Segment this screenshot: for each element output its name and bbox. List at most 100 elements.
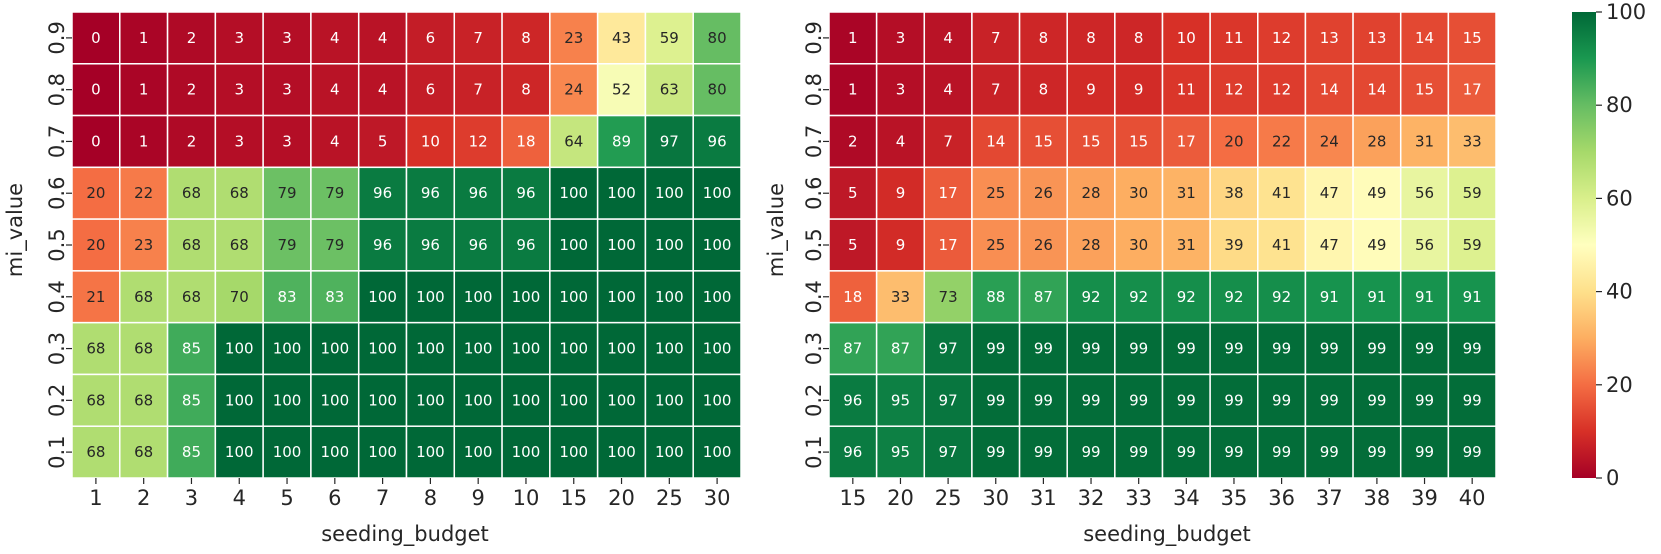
heatmap-cell [1066,425,1116,479]
heatmap-cell-label: 5 [378,132,388,150]
heatmap-cell [405,114,456,169]
heatmap-cell-label: 100 [273,391,302,409]
heatmap-cell [166,270,217,324]
heatmap-cell-label: 100 [703,340,732,358]
heatmap-cell-label: 99 [1129,443,1148,461]
heatmap-cell [119,63,169,117]
heatmap-cell [644,218,694,272]
heatmap-cell-label: 91 [1415,288,1434,306]
y-tick-label: 0.8 [802,73,826,106]
heatmap-cell [310,11,360,65]
heatmap-cell-label: 12 [1272,29,1291,47]
heatmap-cell [875,166,926,220]
heatmap-cell [262,270,312,324]
heatmap-cell-label: 99 [1034,443,1053,461]
heatmap-cell-label: 17 [1177,132,1196,150]
y-tick-label: 0.7 [45,125,69,158]
colorbar-gradient [1572,12,1596,478]
heatmap-cell [692,373,742,427]
heatmap-cell-label: 17 [1463,81,1482,99]
heatmap-cell-label: 33 [1463,132,1482,150]
y-tick-label: 0.6 [802,177,826,210]
heatmap-cell-label: 5 [848,184,858,202]
colorbar-tick-label: 100 [1606,0,1646,24]
heatmap-cell [1018,11,1068,65]
x-tick-label: 5 [280,486,293,510]
heatmap-cell-label: 14 [1415,29,1434,47]
heatmap-cell [310,166,360,220]
heatmap-cell-label: 88 [986,288,1005,306]
heatmap-cell-label: 41 [1272,236,1291,254]
heatmap-cell-label: 21 [86,288,105,306]
heatmap-cell-label: 83 [277,288,296,306]
heatmap-cell [549,425,599,479]
heatmap-cell-label: 1 [139,81,149,99]
heatmap-cell-label: 49 [1367,184,1386,202]
colorbar-tick-label: 40 [1606,280,1633,304]
heatmap-cell-label: 31 [1415,132,1434,150]
heatmap-cell [1066,218,1116,272]
heatmap-cell [549,166,599,220]
heatmap-cell-label: 28 [1367,132,1386,150]
heatmap-cell-label: 25 [986,184,1005,202]
heatmap-cell-label: 79 [277,236,296,254]
heatmap-left-y-axis-label: mi_value [3,183,28,277]
heatmap-cell-label: 59 [660,29,679,47]
heatmap-cell-label: 96 [421,236,440,254]
heatmap-cell [1352,11,1402,65]
heatmap-cell [828,425,878,479]
heatmap-cell [405,270,456,324]
heatmap-cell-label: 100 [703,391,732,409]
heatmap-cell-label: 28 [1081,184,1100,202]
heatmap-cell-label: 20 [1224,132,1243,150]
heatmap-cell [214,373,264,427]
heatmap-cell [357,166,408,220]
heatmap-cell-label: 92 [1272,288,1291,306]
heatmap-cell [357,270,408,324]
heatmap-cell [71,321,121,376]
heatmap-cell [1161,270,1211,324]
heatmap-cell-label: 12 [1272,81,1291,99]
heatmap-cell-label: 13 [1320,29,1339,47]
heatmap-cell-label: 15 [1034,132,1053,150]
heatmap-cell-label: 6 [426,81,436,99]
heatmap-cell-label: 85 [182,443,201,461]
heatmap-cell [1447,218,1497,272]
heatmap-cell-label: 68 [230,236,249,254]
heatmap-cell-label: 47 [1320,236,1339,254]
heatmap-cell-label: 99 [1272,340,1291,358]
heatmap-cell-label: 18 [843,288,862,306]
heatmap-right: 1 3 4 7 8 8 8 10 11 12 13 13 14 151 3 4 7 8 9 9 11 12 12 14 14 15… [764,11,1497,547]
heatmap-cell [1447,63,1497,117]
heatmap-cell [644,321,694,376]
heatmap-cell [596,373,647,427]
heatmap-cell-label: 8 [1039,29,1049,47]
heatmap-cell [357,373,408,427]
heatmap-cell-label: 99 [1081,443,1100,461]
heatmap-cell-label: 79 [325,236,344,254]
heatmap-cell-label: 96 [516,184,535,202]
heatmap-cell [1304,373,1354,427]
heatmap-cell-label: 15 [1463,29,1482,47]
heatmap-right-cells: 1 3 4 7 8 8 8 10 11 12 13 13 14 151 3 4 7 8 9 9 11 12 12 14 14 15… [828,11,1497,479]
heatmap-cell [1257,270,1307,324]
heatmap-cell-label: 64 [564,132,583,150]
heatmap-cell [262,373,312,427]
heatmap-cell-label: 8 [521,81,531,99]
heatmap-cell [1066,166,1116,220]
heatmap-cell-label: 4 [896,132,906,150]
heatmap-cell [405,218,456,272]
heatmap-cell [405,166,456,220]
y-tick-label: 0.3 [802,332,826,365]
x-tick-label: 20 [608,486,635,510]
heatmap-cell-label: 1 [848,81,858,99]
heatmap-cell [971,270,1021,324]
heatmap-cell [1352,425,1402,479]
heatmap-right-y-ticks: 0.9 0.8 0.7 0.6 0.5 0.4 0.3 0.2 0.1 [802,21,829,469]
heatmap-cell [453,425,503,479]
heatmap-cell-label: 2 [187,132,197,150]
heatmap-cell-label: 96 [373,184,392,202]
heatmap-cell [1447,11,1497,65]
heatmap-cell-label: 100 [655,184,684,202]
x-tick-label: 25 [935,486,962,510]
